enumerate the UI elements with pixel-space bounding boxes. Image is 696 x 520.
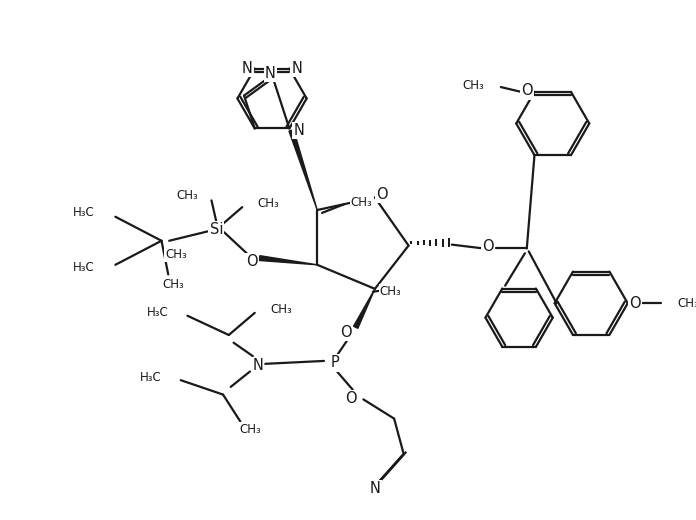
Text: CH₃: CH₃ [463,79,484,92]
Text: N: N [294,123,304,138]
Text: CH₃: CH₃ [678,297,696,310]
Text: N: N [264,66,276,81]
Text: CH₃: CH₃ [239,423,261,436]
Text: CH₃: CH₃ [176,189,198,202]
Text: P: P [330,355,339,370]
Text: CH₃: CH₃ [270,304,292,317]
Text: H₃C: H₃C [72,261,94,274]
Text: O: O [482,239,494,254]
Text: H₃C: H₃C [146,306,168,319]
Polygon shape [260,256,317,265]
Text: H₃C: H₃C [140,371,161,384]
Text: CH₃: CH₃ [258,197,279,210]
Text: CH₃: CH₃ [380,285,402,298]
Text: O: O [345,391,356,406]
Text: CH₃: CH₃ [162,278,184,291]
Text: Si: Si [209,222,223,237]
Text: O: O [246,254,258,269]
Text: CH₃: CH₃ [165,248,187,261]
Text: O: O [630,296,641,311]
Text: CH₃: CH₃ [351,196,372,209]
Text: O: O [376,187,388,202]
Text: O: O [340,324,352,340]
Text: N: N [292,61,303,76]
Text: N: N [242,61,253,76]
Polygon shape [354,289,375,328]
Text: H₃C: H₃C [72,206,94,219]
Text: O: O [521,83,532,98]
Text: N: N [370,482,380,496]
Polygon shape [289,129,317,210]
Text: N: N [252,358,263,373]
